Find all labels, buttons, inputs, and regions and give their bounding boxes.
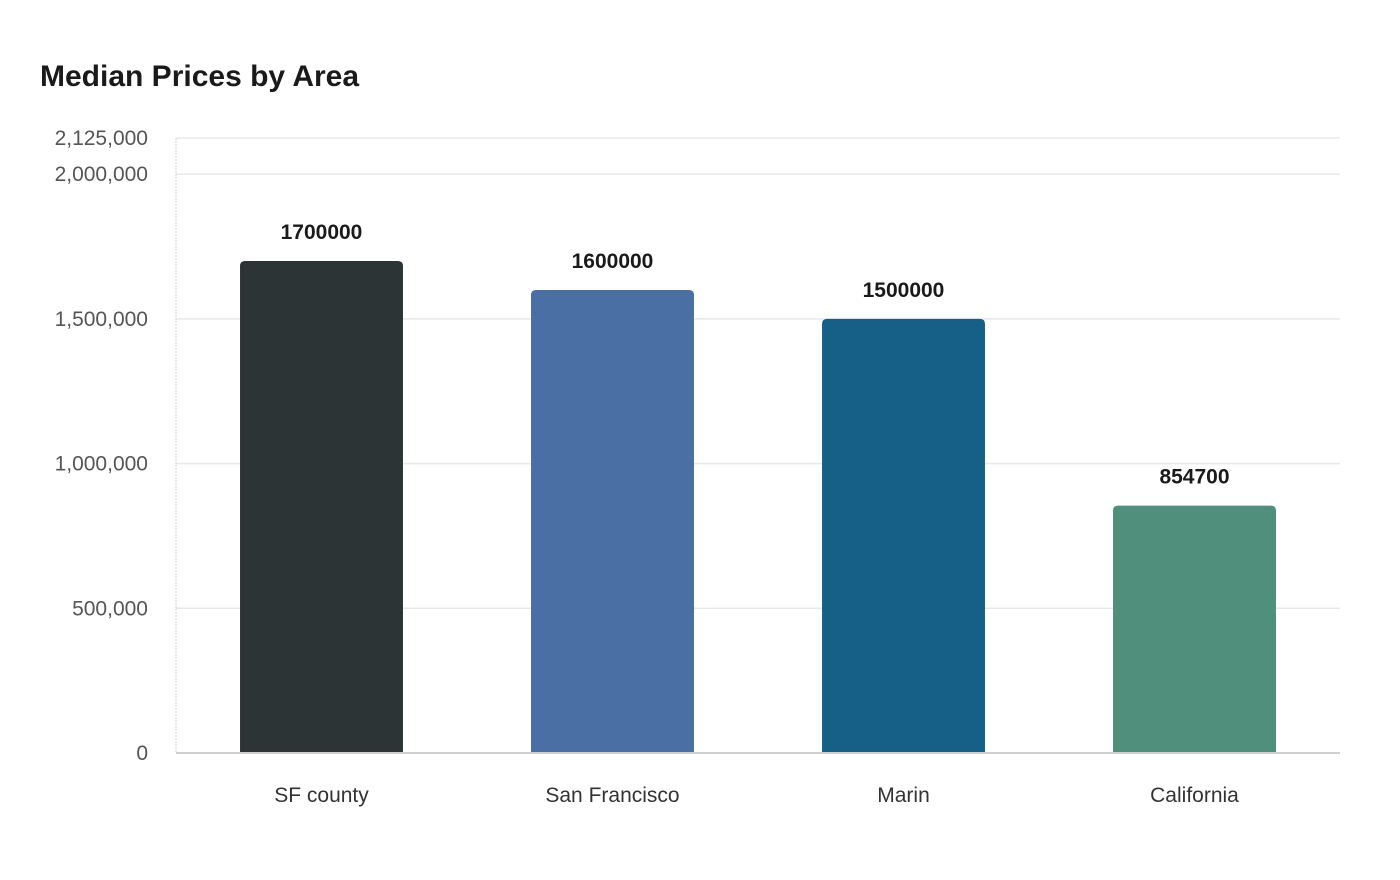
bar (240, 261, 403, 753)
y-axis: 0 500,000 1,000,000 1,500,000 2,000,000 2,125… (55, 127, 177, 765)
x-tick-label: SF county (274, 784, 369, 807)
bar (1113, 505, 1276, 753)
x-tick-label: San Francisco (545, 784, 679, 807)
y-tick-label: 500,000 (72, 597, 148, 620)
bar-value-label: 1700000 (281, 221, 363, 244)
bar (822, 318, 985, 753)
y-tick-label: 2,125,000 (55, 127, 148, 150)
y-tick-label: 1,500,000 (55, 308, 148, 331)
y-tick-label: 2,000,000 (55, 163, 148, 186)
bars (240, 261, 1276, 753)
data-labels: 1700000 1600000 1500000 854700 (281, 221, 1230, 489)
x-tick-label: Marin (877, 784, 930, 807)
bar-value-label: 1500000 (863, 279, 945, 302)
y-tick-label: 0 (136, 742, 148, 765)
bar (531, 289, 694, 753)
x-tick-label: California (1150, 784, 1239, 807)
bar-value-label: 1600000 (572, 250, 654, 273)
bar-value-label: 854700 (1159, 466, 1229, 489)
y-tick-label: 1,000,000 (55, 453, 148, 476)
x-axis: SF county San Francisco Marin California (176, 752, 1340, 807)
chart-title: Median Prices by Area (40, 60, 360, 93)
